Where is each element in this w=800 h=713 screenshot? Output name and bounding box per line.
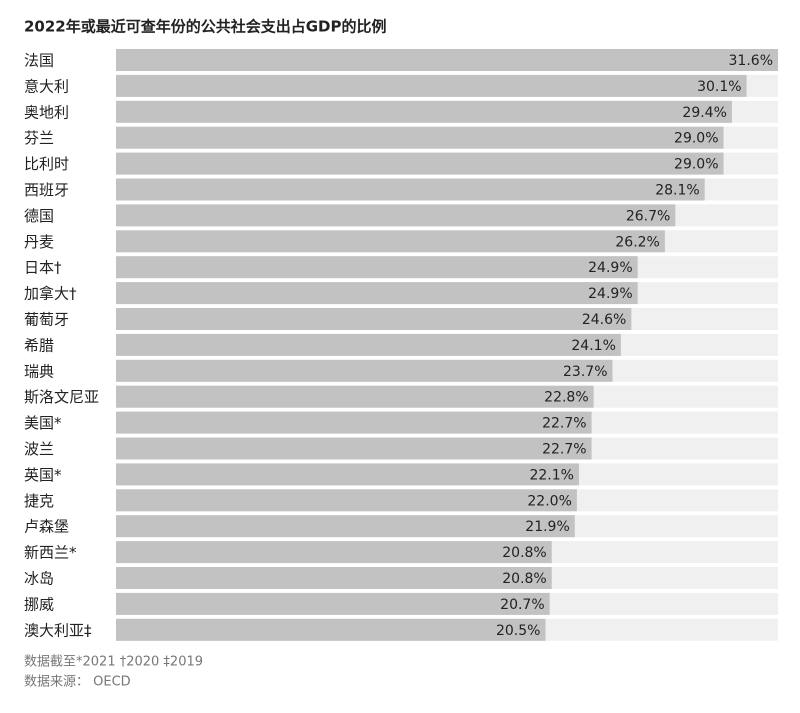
value-label: 29.0% bbox=[674, 131, 718, 147]
value-label: 21.9% bbox=[525, 519, 569, 535]
category-label: 卢森堡 bbox=[24, 518, 69, 536]
bar bbox=[116, 126, 724, 149]
bar bbox=[116, 333, 621, 356]
category-label: 捷克 bbox=[24, 492, 54, 510]
value-label: 29.4% bbox=[682, 105, 726, 121]
category-label: 芬兰 bbox=[24, 129, 54, 147]
category-label: 挪威 bbox=[24, 595, 54, 613]
value-label: 23.7% bbox=[563, 364, 607, 380]
value-label: 26.2% bbox=[615, 234, 659, 250]
value-label: 30.1% bbox=[697, 79, 741, 95]
value-label: 31.6% bbox=[729, 53, 773, 69]
value-label: 24.6% bbox=[582, 312, 626, 328]
value-label: 22.7% bbox=[542, 442, 586, 458]
category-label: 瑞典 bbox=[24, 362, 54, 380]
category-label: 意大利 bbox=[24, 77, 69, 95]
bar bbox=[116, 437, 592, 460]
value-label: 22.7% bbox=[542, 416, 586, 432]
chart-title: 2022年或最近可查年份的公共社会支出占GDP的比例 bbox=[24, 18, 387, 36]
bar bbox=[116, 515, 575, 538]
value-label: 22.1% bbox=[529, 467, 573, 483]
value-label: 28.1% bbox=[655, 183, 699, 199]
category-label: 奥地利 bbox=[24, 103, 69, 121]
category-label: 斯洛文尼亚 bbox=[24, 388, 99, 406]
value-label: 22.0% bbox=[527, 493, 571, 509]
value-label: 20.8% bbox=[502, 545, 546, 561]
bar bbox=[116, 308, 632, 330]
bar bbox=[116, 618, 546, 641]
bar bbox=[116, 74, 747, 97]
value-label: 20.7% bbox=[500, 597, 544, 613]
bar bbox=[116, 152, 724, 175]
bar bbox=[116, 567, 552, 589]
category-label: 波兰 bbox=[24, 440, 54, 458]
source-note: 数据来源： OECD bbox=[24, 675, 131, 690]
category-label: 西班牙 bbox=[24, 181, 69, 199]
category-label: 德国 bbox=[24, 207, 54, 225]
bar bbox=[116, 411, 592, 434]
bar bbox=[116, 100, 732, 123]
bar bbox=[116, 256, 638, 279]
bar bbox=[116, 49, 778, 71]
value-label: 24.9% bbox=[588, 286, 632, 302]
value-label: 24.9% bbox=[588, 260, 632, 276]
value-label: 24.1% bbox=[571, 338, 615, 354]
category-label: 法国 bbox=[24, 52, 54, 70]
bar bbox=[116, 385, 594, 408]
bar bbox=[116, 282, 638, 305]
category-label: 比利时 bbox=[24, 155, 69, 173]
bar bbox=[116, 489, 577, 512]
category-label: 加拿大† bbox=[24, 285, 77, 303]
bar bbox=[116, 204, 676, 227]
value-label: 29.0% bbox=[674, 157, 718, 173]
bar bbox=[116, 178, 705, 201]
bar bbox=[116, 230, 665, 253]
value-label: 20.5% bbox=[496, 623, 540, 639]
category-label: 冰岛 bbox=[24, 570, 54, 588]
value-label: 26.7% bbox=[626, 208, 670, 224]
bar bbox=[116, 463, 579, 486]
category-label: 英国* bbox=[24, 466, 62, 484]
category-label: 新西兰* bbox=[24, 544, 77, 562]
category-label: 葡萄牙 bbox=[24, 311, 69, 329]
category-label: 美国* bbox=[24, 414, 62, 432]
category-label: 希腊 bbox=[24, 336, 54, 354]
category-label: 澳大利亚‡ bbox=[24, 621, 92, 639]
category-label: 丹麦 bbox=[24, 233, 54, 251]
bar bbox=[116, 541, 552, 564]
value-label: 20.8% bbox=[502, 571, 546, 587]
footnote: 数据截至*2021 †2020 ‡2019 bbox=[24, 655, 203, 670]
bar bbox=[116, 359, 613, 382]
category-label: 日本† bbox=[24, 259, 62, 277]
bar bbox=[116, 592, 550, 615]
value-label: 22.8% bbox=[544, 390, 588, 406]
